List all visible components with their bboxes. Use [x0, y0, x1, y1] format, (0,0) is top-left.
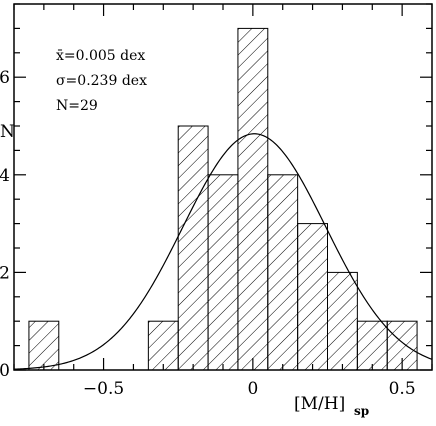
axis-ticks: −0.5 0 0.5 0 2 4 6 [0, 3, 433, 399]
y-tick-label: 6 [0, 68, 10, 88]
x-axis-title-sub: sp [354, 404, 369, 418]
x-tick-label: −0.5 [83, 379, 124, 399]
y-tick-label: 0 [0, 361, 10, 381]
x-axis-title-main: [M/H] [294, 394, 345, 414]
gaussian-fit-curve [14, 133, 432, 370]
y-tick-label: 4 [0, 166, 10, 186]
histogram-bar [327, 271, 358, 371]
histogram-bar [207, 174, 239, 371]
histogram-bar [356, 320, 388, 371]
histogram-bar [237, 27, 269, 371]
stat-mean: x̄=0.005 dex [56, 48, 145, 64]
histogram-bar [297, 223, 328, 371]
histogram-bar [147, 320, 179, 371]
histogram-bar [28, 320, 60, 371]
y-axis-title: N [0, 122, 15, 142]
stat-sigma: σ=0.239 dex [56, 73, 147, 89]
histogram-bar [267, 174, 299, 371]
stats-box: x̄=0.005 dex σ=0.239 dex N=29 [56, 48, 147, 114]
stat-n: N=29 [56, 98, 98, 114]
histogram-bar [177, 125, 209, 371]
x-tick-label: 0.5 [389, 379, 416, 399]
x-tick-label: 0 [247, 379, 258, 399]
histogram-bars [28, 27, 418, 371]
y-tick-label: 2 [0, 263, 10, 283]
x-axis-title: [M/H] sp [294, 394, 369, 418]
